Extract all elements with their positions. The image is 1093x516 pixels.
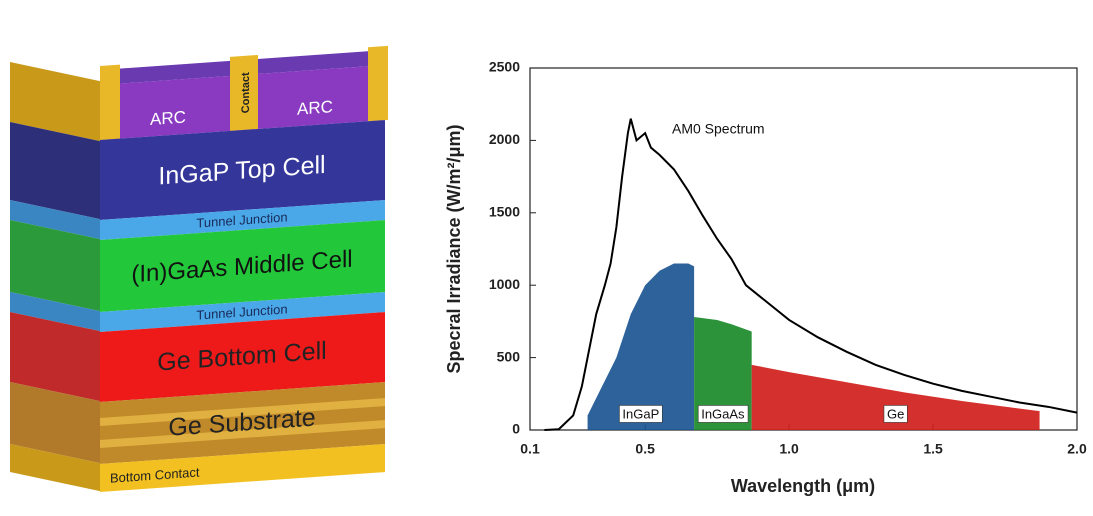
y-tick-label: 1500 [489, 204, 520, 220]
arc-label: ARC [150, 108, 186, 129]
x-axis-title: Wavelength (μm) [731, 476, 875, 496]
contact-label: Contact [240, 72, 252, 114]
area-label-bg [883, 405, 908, 423]
area-label: InGaP [622, 406, 659, 421]
area-label-bg [697, 405, 749, 423]
area-label: Ge [887, 406, 904, 421]
y-tick-label: 2500 [489, 59, 520, 75]
area-label-bg [619, 405, 663, 423]
area [587, 263, 695, 430]
series-label: AM0 Spectrum [672, 121, 765, 137]
cell-front: ARC ARC Contact InGaP Top Cell Tunnel Ju… [100, 45, 388, 492]
area [751, 364, 1040, 430]
x-tick-label: 0.5 [635, 441, 655, 457]
plot-area: 0.1 0.5 1.0 1.5 2.0 0 500 1000 1500 2000 2500 InGaP… [489, 59, 1087, 457]
y-tick-label: 0 [512, 421, 520, 437]
x-tick-label: 2.0 [1067, 441, 1087, 457]
y-tick-label: 500 [497, 348, 521, 364]
arc-label: ARC [297, 97, 333, 118]
cell-side [10, 62, 100, 492]
x-tick-label: 1.0 [779, 441, 799, 457]
x-tick-label: 0.1 [520, 441, 540, 457]
x-tick-label: 1.5 [923, 441, 943, 457]
area [694, 317, 752, 430]
layer-label: Bottom Contact [110, 464, 200, 485]
area-label: InGaAs [701, 406, 745, 421]
y-tick-label: 1000 [489, 276, 520, 292]
layer-label: Tunnel Junction [196, 301, 287, 322]
y-axis-title: Specral Irradiance (W/m²/μm) [444, 124, 464, 373]
line [544, 118, 1078, 431]
y-tick-label: 2000 [489, 131, 520, 147]
layer-label: Tunnel Junction [196, 209, 287, 230]
